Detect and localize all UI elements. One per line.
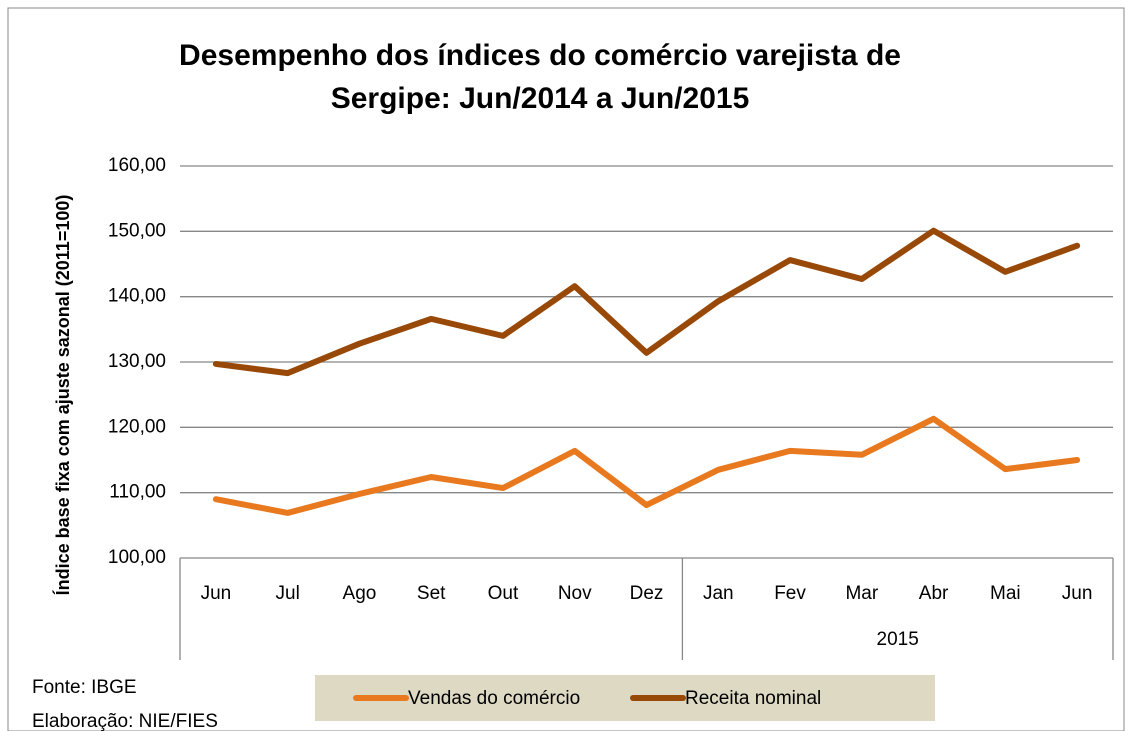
x-tick-label: Set <box>417 583 446 604</box>
x-tick-label: Abr <box>919 583 949 604</box>
chart-border <box>7 7 1125 731</box>
y-tick-label: 110,00 <box>109 482 166 503</box>
x-tick-label: Ago <box>343 583 377 604</box>
series-line <box>212 415 1081 516</box>
y-tick-label: 130,00 <box>108 351 166 372</box>
series-line <box>212 227 1081 377</box>
x-tick-label: Jul <box>276 583 300 604</box>
y-axis-label: Índice base fixa com ajuste sazonal (201… <box>52 195 73 596</box>
note: Fonte: IBGE <box>32 677 137 698</box>
y-tick-label: 150,00 <box>108 220 166 241</box>
x-tick-label: Jun <box>1062 583 1093 604</box>
legend-label: Vendas do comércio <box>408 688 580 709</box>
y-tick-label: 100,00 <box>108 547 166 568</box>
chart-title: Desempenho dos índices do comércio varej… <box>179 39 901 72</box>
y-tick-label: 120,00 <box>108 416 166 437</box>
chart-title: Sergipe: Jun/2014 a Jun/2015 <box>331 82 750 115</box>
x-tick-label: Mar <box>845 583 878 604</box>
x-tick-label: Dez <box>630 583 664 604</box>
legend-box <box>315 675 935 721</box>
x-tick-label: Out <box>488 583 519 604</box>
x-tick-label: Nov <box>558 583 592 604</box>
x-tick-label: Jun <box>201 583 232 604</box>
y-tick-label: 140,00 <box>108 286 166 307</box>
x-tick-label: Mai <box>990 583 1021 604</box>
x-tick-label: Fev <box>774 583 806 604</box>
y-tick-label: 160,00 <box>108 155 166 176</box>
note: Elaboração: NIE/FIES <box>32 711 218 731</box>
legend-label: Receita nominal <box>685 688 821 709</box>
group-label: 2015 <box>877 629 919 650</box>
x-tick-label: Jan <box>703 583 734 604</box>
